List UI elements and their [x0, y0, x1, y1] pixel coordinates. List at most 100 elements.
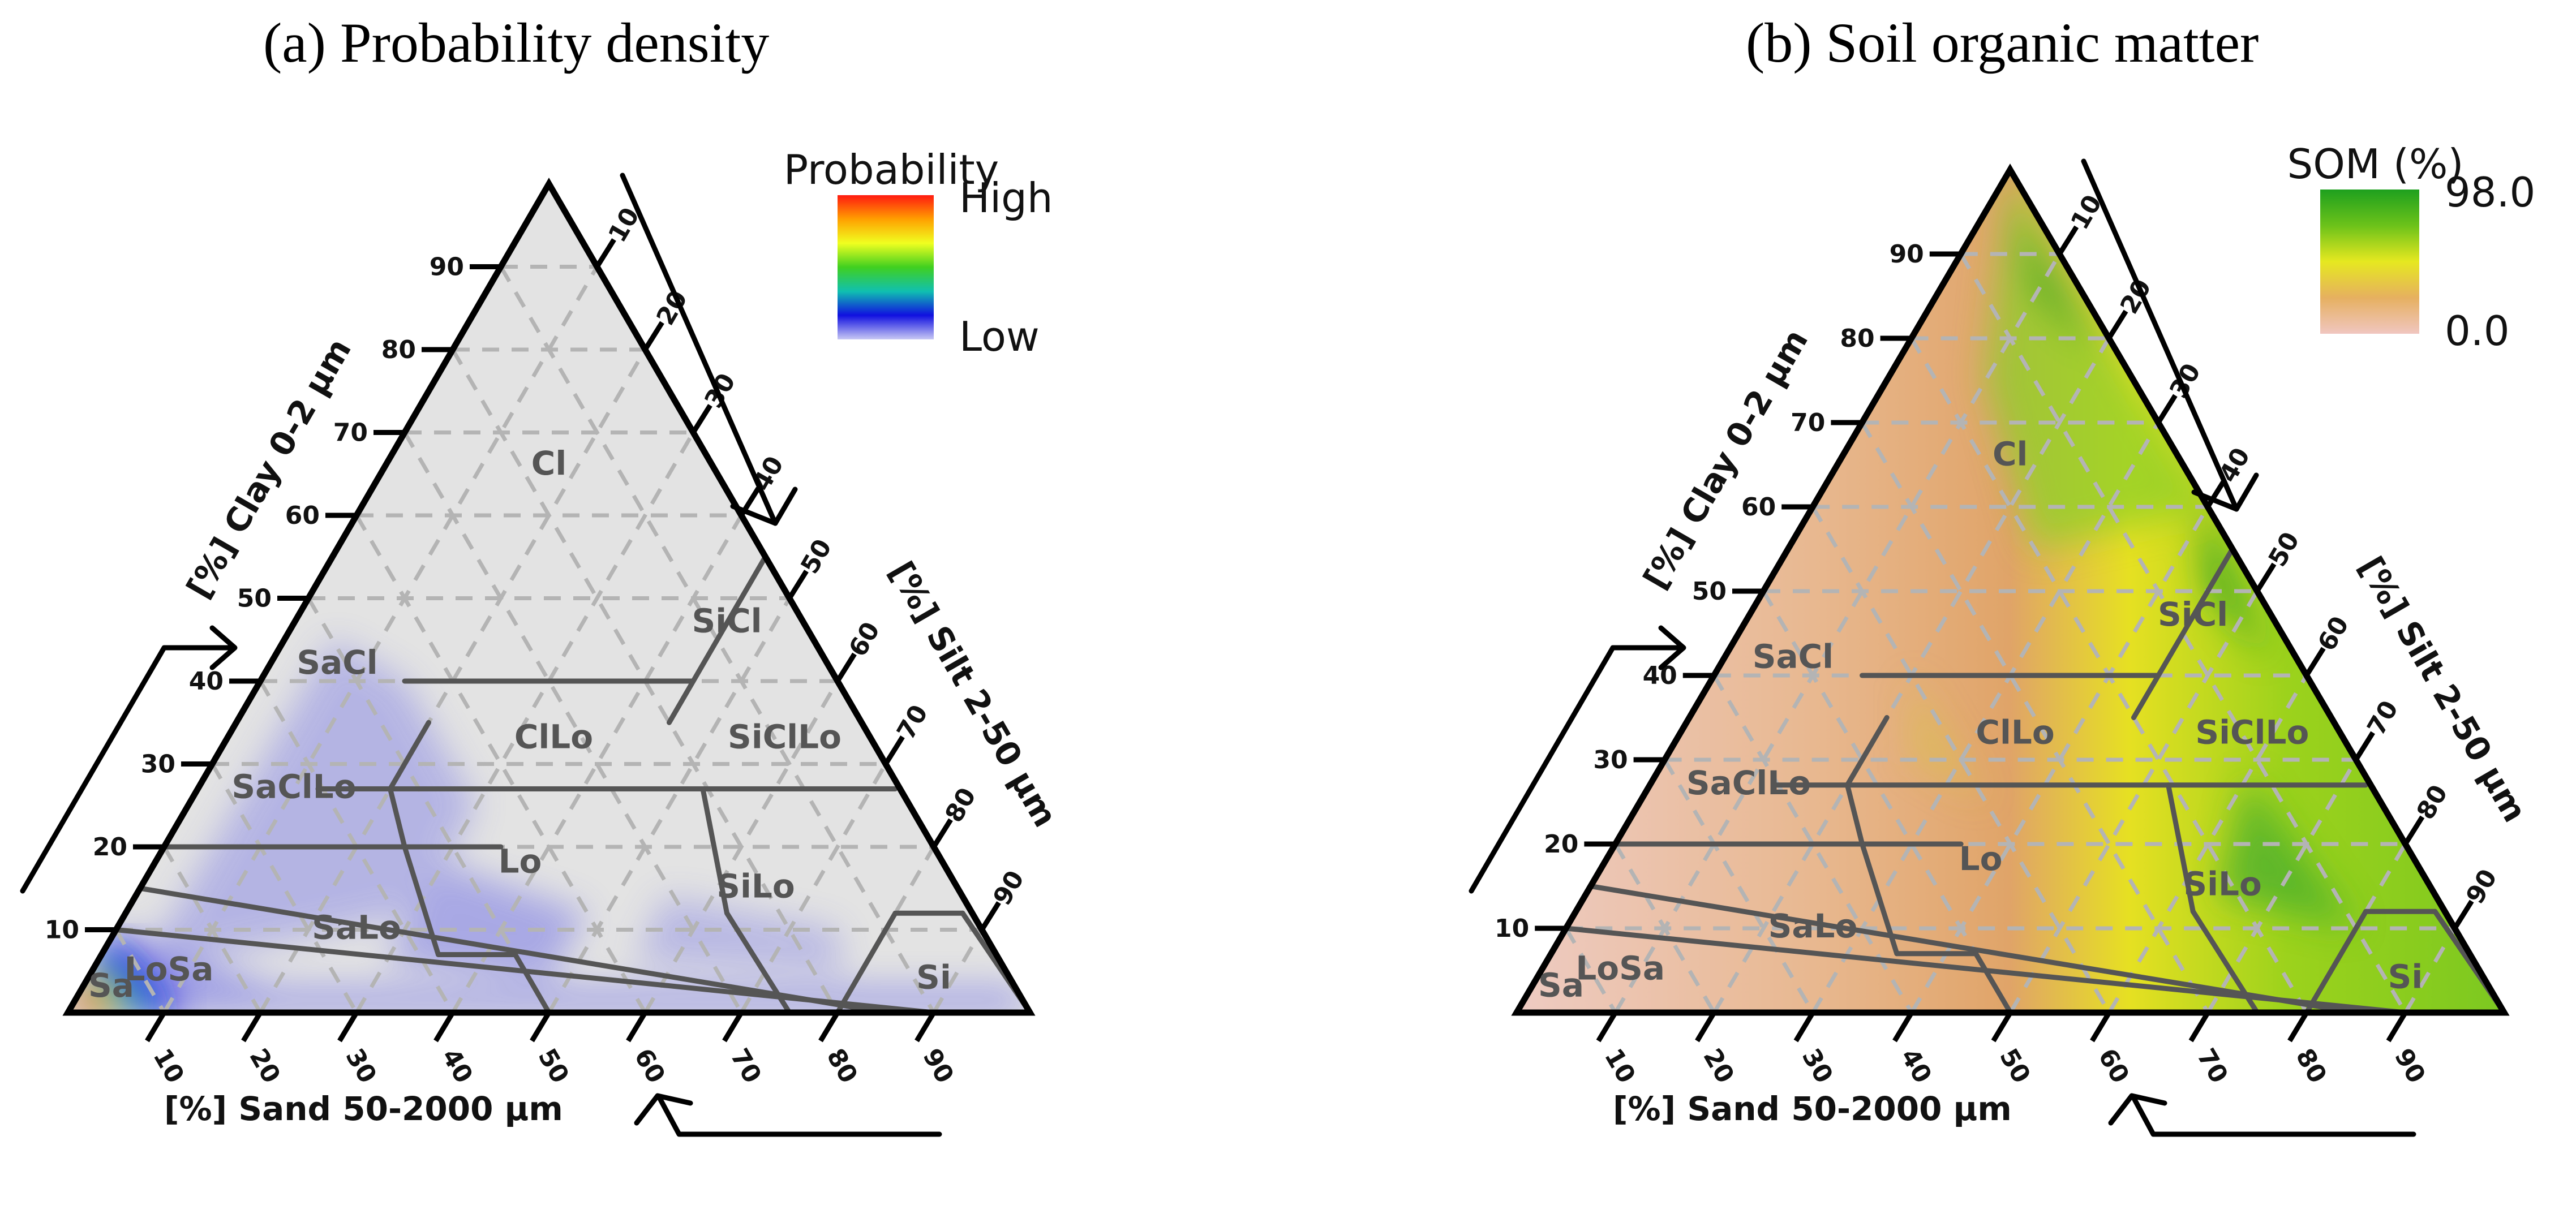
sand-arrow — [656, 1095, 942, 1137]
tick-marks — [1535, 225, 2474, 1043]
silt-tick-label: 70 — [891, 700, 934, 744]
silt-tick-label: 50 — [795, 534, 838, 579]
sand-axis-title: [%] Sand 50-2000 μm — [1613, 1090, 2012, 1128]
class-label-cllo: ClLo — [514, 718, 593, 756]
ternary-panel-b: Cl SiCl SaCl ClLo SiClLo SaClLo Lo SiLo SaLo Si Lo… — [1469, 140, 2536, 1137]
class-label-sa: Sa — [1538, 966, 1584, 1004]
silt-arrow — [2081, 158, 2239, 512]
legend-colorbar — [838, 195, 934, 339]
clay-tick-label: 60 — [1741, 493, 1776, 522]
class-label-cl: Cl — [531, 444, 566, 483]
sand-tick-label: 30 — [340, 1044, 382, 1088]
silt-axis-title: [%] Silt 2-50 μm — [882, 555, 1065, 833]
sand-tick-label: 50 — [532, 1044, 574, 1088]
sand-tick-label: 40 — [1895, 1044, 1937, 1088]
class-labels: Cl SiCl SaCl ClLo SiClLo SaClLo Lo SiLo SaLo Si Lo… — [1538, 435, 2423, 1005]
sand-tick-label: 30 — [1796, 1044, 1839, 1088]
sand-arrow — [2131, 1095, 2416, 1137]
sand-tick-label: 90 — [917, 1044, 959, 1088]
clay-tick-label: 50 — [237, 584, 272, 613]
clay-tick-label: 90 — [430, 253, 464, 282]
panel-b-title: (b) Soil organic matter — [1746, 11, 2259, 74]
class-label-sicllo: SiClLo — [728, 718, 842, 756]
sand-tick-label: 50 — [1994, 1044, 2036, 1088]
legend-high-label: High — [959, 174, 1053, 222]
sand-tick-label: 70 — [724, 1044, 767, 1088]
silt-tick-label: 80 — [2411, 780, 2454, 825]
clay-arrow — [1469, 645, 1684, 894]
class-label-sacl: SaCl — [297, 643, 377, 682]
sand-tick-label: 10 — [147, 1044, 190, 1088]
sand-axis-title: [%] Sand 50-2000 μm — [164, 1090, 563, 1128]
legend-title: SOM (%) — [2287, 140, 2464, 188]
sand-tick-label: 80 — [821, 1044, 863, 1088]
sand-tick-label: 40 — [436, 1044, 478, 1088]
texture-boundaries — [113, 513, 1033, 1015]
silt-tick-label: 30 — [699, 368, 741, 413]
class-label-sicl: SiCl — [692, 602, 762, 640]
direction-arrows — [20, 173, 942, 1137]
legend-b: SOM (%)98.0 0.0 — [2287, 140, 2536, 355]
silt-tick-label: 60 — [2312, 612, 2355, 656]
legend-low-label: Low — [959, 313, 1040, 360]
clay-tick-label: 30 — [141, 750, 175, 779]
class-labels: Cl SiCl SaCl ClLo SiClLo SaClLo Lo SiLo SaLo Si Lo… — [88, 444, 951, 1005]
ternary-panel-a: Cl SiCl SaCl ClLo SiClLo SaClLo Lo SiLo SaLo Si Lo… — [20, 146, 1065, 1137]
class-label-silo: SiLo — [2183, 865, 2261, 903]
clay-tick-label: 40 — [189, 667, 224, 696]
silt-arrow — [620, 173, 778, 526]
class-label-si: Si — [2388, 958, 2423, 996]
class-label-losa: LoSa — [1575, 949, 1665, 988]
sand-tick-label: 60 — [2092, 1044, 2135, 1088]
panel-a-title: (a) Probability density — [263, 11, 770, 74]
class-label-sacllo: SaClLo — [231, 768, 356, 806]
clay-tick-label: 30 — [1593, 746, 1628, 774]
class-label-salo: SaLo — [1768, 907, 1858, 945]
tick-marks — [85, 238, 1001, 1043]
sand-tick-label: 80 — [2290, 1044, 2332, 1088]
class-label-si: Si — [916, 958, 951, 997]
class-label-salo: SaLo — [312, 909, 401, 947]
legend-title: Probability — [784, 146, 999, 193]
clay-tick-label: 50 — [1692, 577, 1727, 606]
class-label-cl: Cl — [1993, 435, 2028, 473]
sand-tick-label: 90 — [2389, 1044, 2431, 1088]
clay-tick-label: 20 — [1544, 830, 1578, 859]
sand-tick-label: 60 — [628, 1044, 671, 1088]
class-label-sicllo: SiClLo — [2195, 713, 2309, 751]
direction-arrows — [1469, 158, 2416, 1137]
class-label-silo: SiLo — [716, 867, 795, 905]
class-label-sacllo: SaClLo — [1686, 764, 1811, 802]
legend-low-label: 0.0 — [2445, 307, 2510, 355]
clay-tick-label: 60 — [285, 501, 320, 530]
sand-tick-label: 70 — [2191, 1044, 2234, 1088]
class-label-lo: Lo — [499, 842, 542, 880]
silt-tick-label: 90 — [988, 866, 1030, 910]
legend-colorbar — [2320, 190, 2419, 334]
clay-tick-label: 10 — [1495, 914, 1529, 943]
silt-tick-label: 80 — [939, 783, 982, 828]
class-label-lo: Lo — [1959, 839, 2003, 878]
clay-arrow — [20, 645, 235, 894]
clay-tick-label: 70 — [1791, 408, 1825, 437]
silt-tick-label: 50 — [2263, 527, 2305, 572]
clay-tick-label: 20 — [93, 833, 127, 862]
clay-tick-label: 80 — [381, 335, 416, 364]
sand-tick-label: 20 — [243, 1044, 286, 1088]
clay-tick-label: 70 — [333, 419, 368, 447]
class-label-losa: LoSa — [124, 950, 214, 988]
clay-tick-label: 10 — [45, 916, 79, 945]
class-label-sa: Sa — [88, 966, 134, 1005]
clay-tick-label: 90 — [1890, 240, 1924, 269]
silt-tick-label: 70 — [2362, 696, 2404, 740]
class-label-cllo: ClLo — [1976, 713, 2054, 751]
sand-tick-label: 10 — [1599, 1044, 1641, 1088]
silt-tick-label: 60 — [843, 617, 886, 662]
silt-axis-title: [%] Silt 2-50 μm — [2351, 550, 2535, 828]
clay-tick-label: 80 — [1840, 324, 1874, 353]
sand-tick-label: 20 — [1697, 1044, 1740, 1088]
silt-tick-label: 90 — [2461, 864, 2503, 909]
legend-high-label: 98.0 — [2445, 169, 2535, 216]
